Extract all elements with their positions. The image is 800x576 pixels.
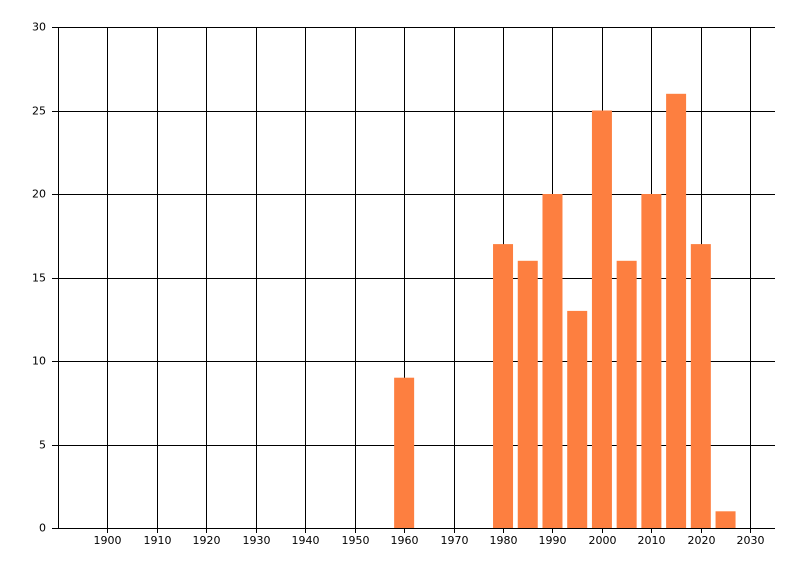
bar <box>666 93 687 529</box>
x-tick-label: 2010 <box>638 534 666 547</box>
bar <box>493 244 514 528</box>
bar <box>641 194 662 528</box>
bar <box>542 194 563 528</box>
bar <box>690 244 711 528</box>
x-tick-label: 2020 <box>688 534 716 547</box>
y-tick-label: 25 <box>32 105 46 118</box>
bar <box>567 310 588 528</box>
y-tick-label: 30 <box>32 21 46 34</box>
y-tick-label: 0 <box>39 522 46 535</box>
y-tick-label: 5 <box>39 439 46 452</box>
x-tick-label: 1940 <box>292 534 320 547</box>
bar <box>591 110 612 528</box>
bar <box>616 260 637 528</box>
x-tick-label: 1980 <box>490 534 518 547</box>
x-tick-label: 1960 <box>391 534 419 547</box>
x-tick-label: 1990 <box>539 534 567 547</box>
x-tick-label: 2030 <box>737 534 765 547</box>
y-tick-label: 10 <box>32 355 46 368</box>
x-tick-label: 1900 <box>94 534 122 547</box>
x-tick-label: 1920 <box>193 534 221 547</box>
x-tick-label: 2000 <box>589 534 617 547</box>
x-tick-label: 1930 <box>243 534 271 547</box>
bar <box>517 260 538 528</box>
y-tick-label: 15 <box>32 272 46 285</box>
bar <box>715 511 736 528</box>
x-tick-label: 1910 <box>144 534 172 547</box>
y-tick-label: 20 <box>32 188 46 201</box>
bar <box>394 377 415 528</box>
x-tick-label: 1970 <box>441 534 469 547</box>
x-tick-label: 1950 <box>342 534 370 547</box>
